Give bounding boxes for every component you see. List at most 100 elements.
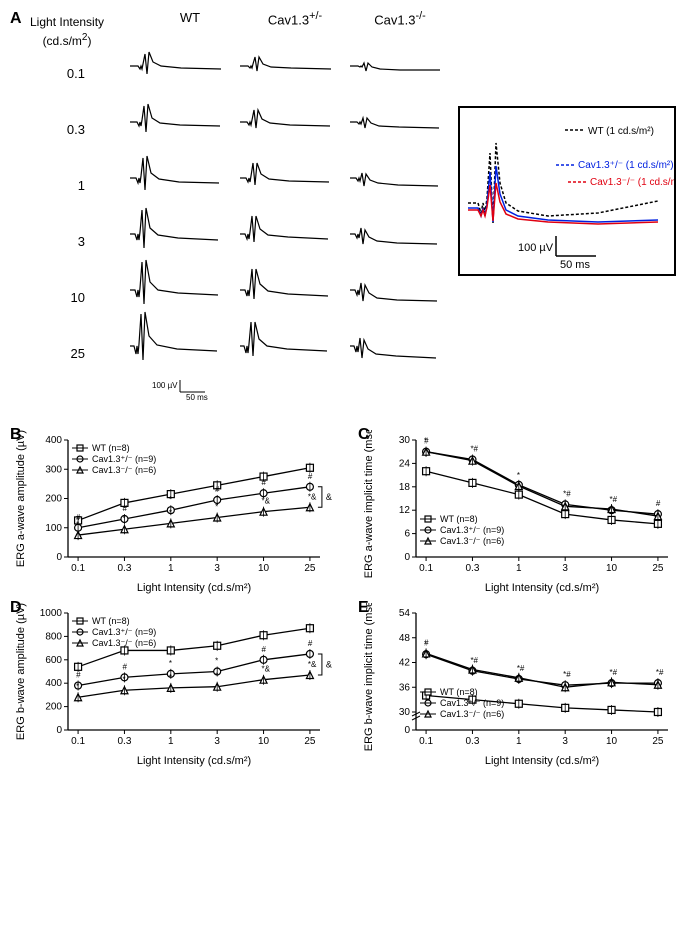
- svg-text:1000: 1000: [40, 608, 63, 619]
- svg-text:#: #: [424, 638, 429, 647]
- svg-text:*: *: [76, 682, 79, 691]
- svg-text:0.3: 0.3: [117, 563, 131, 574]
- svg-text:200: 200: [45, 702, 62, 713]
- panel-e-label: E: [358, 599, 369, 617]
- panel-e: E 030364248540.10.3131025Light Intensity…: [358, 603, 686, 768]
- svg-text:*&: *&: [308, 492, 317, 501]
- svg-text:#: #: [76, 671, 81, 680]
- svg-text:WT (1 cd.s/m²): WT (1 cd.s/m²): [588, 126, 654, 137]
- svg-text:Cav1.3⁻/⁻ (1 cd.s/m²): Cav1.3⁻/⁻ (1 cd.s/m²): [590, 177, 674, 188]
- svg-text:*#: *#: [610, 668, 618, 677]
- svg-text:*: *: [169, 508, 172, 517]
- svg-text:0: 0: [56, 725, 62, 736]
- svg-text:*: *: [169, 659, 172, 668]
- svg-text:*#: *#: [517, 664, 525, 673]
- svg-text:0.3: 0.3: [465, 736, 479, 747]
- svg-text:0.1: 0.1: [419, 736, 433, 747]
- chart-d-svg: 020040060080010000.10.3131025Light Inten…: [10, 603, 338, 768]
- svg-text:#: #: [262, 478, 267, 487]
- erg-traces: 100 µV 50 ms: [120, 30, 460, 400]
- int-5: 25: [35, 346, 85, 361]
- svg-text:100 µV: 100 µV: [518, 242, 554, 254]
- svg-text:30: 30: [399, 435, 411, 446]
- svg-text:*#: *#: [563, 489, 571, 498]
- svg-text:25: 25: [652, 563, 664, 574]
- svg-text:0: 0: [404, 552, 410, 563]
- svg-text:12: 12: [399, 505, 411, 516]
- svg-text:42: 42: [399, 658, 411, 669]
- int-4: 10: [35, 290, 85, 305]
- chart-b-svg: 01002003004000.10.3131025Light Intensity…: [10, 430, 338, 595]
- svg-text:Cav1.3⁻/⁻ (n=6): Cav1.3⁻/⁻ (n=6): [440, 536, 504, 546]
- svg-text:25: 25: [652, 736, 664, 747]
- svg-text:10: 10: [606, 736, 618, 747]
- svg-text:#: #: [656, 499, 661, 508]
- figure: A Light Intensity(cd.s/m2) WT Cav1.3+/- …: [10, 10, 686, 768]
- svg-text:30: 30: [399, 707, 411, 718]
- scale-h: 50 ms: [186, 393, 208, 400]
- svg-text:10: 10: [606, 563, 618, 574]
- svg-text:WT (n=8): WT (n=8): [440, 687, 478, 697]
- panel-b-label: B: [10, 426, 22, 444]
- svg-text:3: 3: [562, 736, 568, 747]
- svg-text:0: 0: [56, 552, 62, 563]
- svg-text:*: *: [169, 495, 172, 504]
- svg-text:*: *: [169, 673, 172, 682]
- svg-text:*#: *#: [470, 656, 478, 665]
- inset: 100 µV 50 ms WT (1 cd.s/m²) Cav1.3⁺/⁻ (1…: [458, 106, 676, 276]
- svg-text:#: #: [122, 504, 127, 513]
- svg-text:1: 1: [516, 563, 522, 574]
- svg-text:*&: *&: [262, 497, 271, 506]
- svg-text:Cav1.3⁺/⁻ (n=9): Cav1.3⁺/⁻ (n=9): [440, 698, 504, 708]
- svg-text:Cav1.3⁻/⁻ (n=6): Cav1.3⁻/⁻ (n=6): [92, 638, 156, 648]
- svg-text:0: 0: [404, 725, 410, 736]
- panel-d: D 020040060080010000.10.3131025Light Int…: [10, 603, 338, 768]
- svg-text:0.1: 0.1: [419, 563, 433, 574]
- intensity-header: Light Intensity(cd.s/m2): [30, 15, 104, 49]
- svg-text:Light Intensity (cd.s/m²): Light Intensity (cd.s/m²): [137, 582, 251, 594]
- panel-a: A Light Intensity(cd.s/m2) WT Cav1.3+/- …: [10, 10, 686, 420]
- svg-text:Light Intensity (cd.s/m²): Light Intensity (cd.s/m²): [137, 755, 251, 767]
- svg-text:ERG a-wave implicit time (msec: ERG a-wave implicit time (msec): [363, 430, 375, 578]
- svg-text:Cav1.3⁺/⁻ (n=9): Cav1.3⁺/⁻ (n=9): [440, 525, 504, 535]
- svg-text:0.1: 0.1: [71, 736, 85, 747]
- svg-text:Cav1.3⁺/⁻ (1 cd.s/m²): Cav1.3⁺/⁻ (1 cd.s/m²): [578, 160, 674, 171]
- svg-text:*: *: [122, 675, 125, 684]
- svg-text:50 ms: 50 ms: [560, 259, 590, 271]
- panel-a-label: A: [10, 10, 22, 28]
- panel-c-label: C: [358, 426, 370, 444]
- panel-b: B 01002003004000.10.3131025Light Intensi…: [10, 430, 338, 595]
- svg-text:1: 1: [516, 736, 522, 747]
- svg-text:*&: *&: [262, 665, 271, 674]
- svg-text:#: #: [308, 472, 313, 481]
- svg-text:0.3: 0.3: [117, 736, 131, 747]
- svg-text:10: 10: [258, 736, 270, 747]
- svg-text:Cav1.3⁺/⁻ (n=9): Cav1.3⁺/⁻ (n=9): [92, 627, 156, 637]
- svg-text:Light Intensity (cd.s/m²): Light Intensity (cd.s/m²): [485, 755, 599, 767]
- svg-text:100: 100: [45, 523, 62, 534]
- row-bc: B 01002003004000.10.3131025Light Intensi…: [10, 430, 686, 595]
- col-ko: Cav1.3-/-: [360, 10, 440, 27]
- svg-text:25: 25: [304, 736, 316, 747]
- svg-text:#: #: [215, 485, 220, 494]
- svg-text:400: 400: [45, 435, 62, 446]
- col-wt: WT: [155, 10, 225, 25]
- svg-text:WT (n=8): WT (n=8): [92, 443, 130, 453]
- svg-text:3: 3: [214, 736, 220, 747]
- svg-text:3: 3: [562, 563, 568, 574]
- panel-c: C 06121824300.10.3131025Light Intensity …: [358, 430, 686, 595]
- svg-text:18: 18: [399, 482, 411, 493]
- svg-text:400: 400: [45, 678, 62, 689]
- svg-text:Cav1.3⁺/⁻ (n=9): Cav1.3⁺/⁻ (n=9): [92, 454, 156, 464]
- svg-text:*#: *#: [563, 670, 571, 679]
- svg-text:Cav1.3⁻/⁻ (n=6): Cav1.3⁻/⁻ (n=6): [92, 465, 156, 475]
- svg-text:6: 6: [404, 529, 410, 540]
- svg-text:Light Intensity (cd.s/m²): Light Intensity (cd.s/m²): [485, 582, 599, 594]
- svg-text:*: *: [215, 657, 218, 666]
- svg-text:Cav1.3⁻/⁻ (n=6): Cav1.3⁻/⁻ (n=6): [440, 709, 504, 719]
- svg-text:*#: *#: [656, 668, 664, 677]
- svg-text:25: 25: [304, 563, 316, 574]
- int-0: 0.1: [35, 66, 85, 81]
- panel-d-label: D: [10, 599, 22, 617]
- svg-text:*#: *#: [470, 445, 478, 454]
